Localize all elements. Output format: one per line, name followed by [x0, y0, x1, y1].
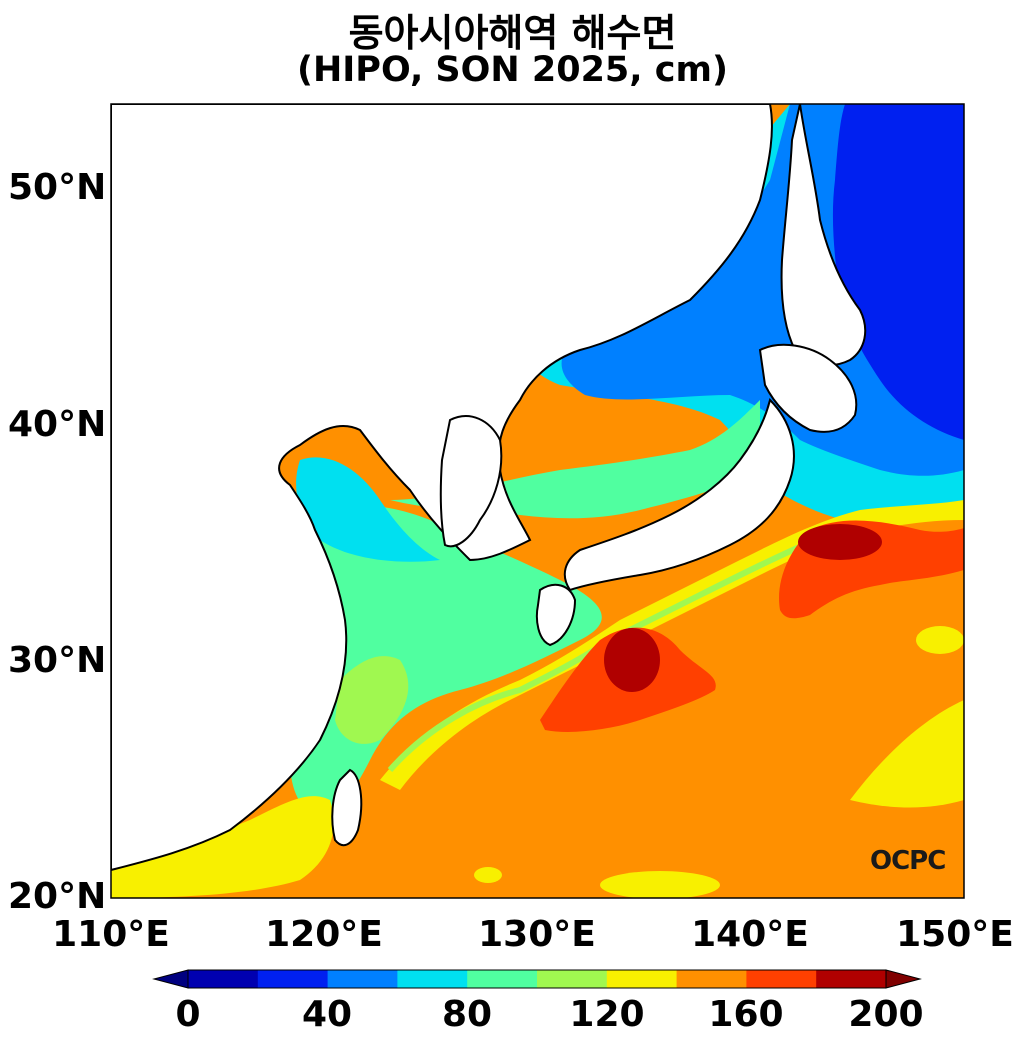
colorbar-tick-200: 200: [848, 994, 924, 1035]
field-yellow-patch-s2: [600, 871, 720, 898]
colorbar-swatches: [187, 969, 887, 989]
lat-label-20n: 20°N: [8, 876, 107, 917]
land-korea-peninsula: [439, 415, 503, 548]
colorbar-swatch: [467, 970, 538, 988]
colorbar-min-arrow: [152, 969, 189, 989]
colorbar-swatch: [188, 970, 259, 988]
land-sakhalin: [780, 104, 867, 367]
lon-label-110e: 110°E: [52, 914, 170, 955]
lat-label-40n: 40°N: [8, 404, 107, 445]
field-darkblue-northeast: [832, 104, 964, 440]
field-yellow-patch-e: [916, 626, 964, 654]
colorbar-tick-40: 40: [301, 994, 353, 1035]
lon-label-150e: 150°E: [896, 914, 1014, 955]
land-kyushu: [535, 583, 577, 647]
colorbar-swatch: [537, 970, 608, 988]
field-cyan-bohai: [296, 457, 440, 562]
colorbar-swatch: [676, 970, 747, 988]
lon-label-120e: 120°E: [265, 914, 383, 955]
colorbar-swatch: [816, 970, 887, 988]
field-yellow-patch-se: [850, 700, 964, 808]
colorbar-tick-0: 0: [175, 994, 201, 1035]
map-frame: [110, 103, 965, 899]
land-taiwan: [331, 768, 363, 847]
colorbar-swatch: [397, 970, 468, 988]
colorbar-max-arrow: [885, 969, 922, 989]
colorbar-tick-80: 80: [441, 994, 493, 1035]
field-darkred-eddy-south: [604, 628, 660, 692]
colorbar-swatch: [257, 970, 329, 988]
lat-label-30n: 30°N: [8, 640, 107, 681]
field-yellow-patch-s1: [474, 867, 502, 883]
map-subtitle: (HIPO, SON 2025, cm): [297, 50, 728, 90]
sea-level-field: [111, 104, 964, 898]
lon-label-130e: 130°E: [478, 914, 596, 955]
field-lightgreen-ecs: [335, 656, 409, 744]
map-title: 동아시아해역 해수면: [348, 11, 677, 55]
ocpc-logo: OCPC: [870, 846, 946, 876]
colorbar-swatch: [327, 970, 398, 988]
lon-label-140e: 140°E: [691, 914, 809, 955]
colorbar: [152, 969, 922, 989]
colorbar-swatch: [746, 970, 817, 988]
colorbar-swatch: [606, 970, 678, 988]
colorbar-tick-120: 120: [569, 994, 645, 1035]
field-darkred-eddy-east: [798, 524, 882, 560]
lat-label-50n: 50°N: [8, 167, 107, 208]
land-hokkaido: [758, 343, 858, 433]
field-yellow-scs: [111, 796, 334, 898]
colorbar-tick-160: 160: [708, 994, 784, 1035]
